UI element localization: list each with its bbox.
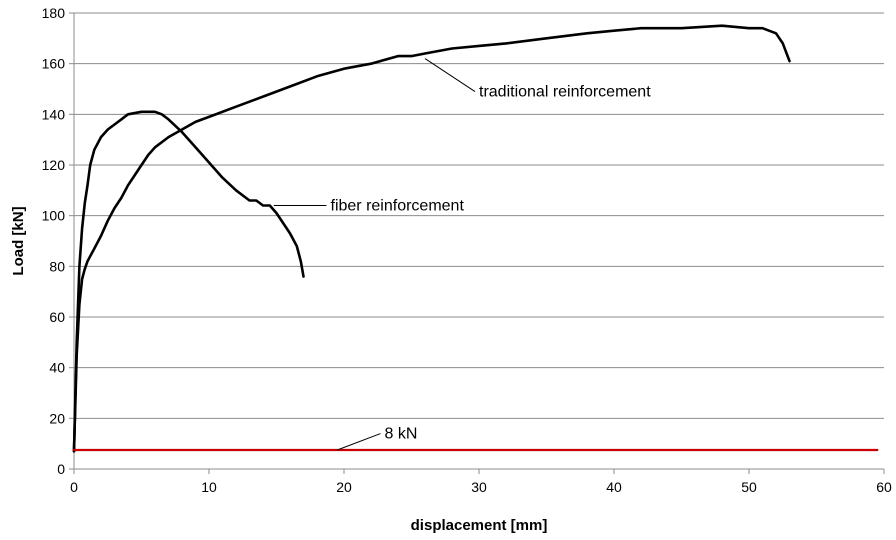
x-tick-label: 60 bbox=[876, 479, 892, 495]
y-tick-label: 120 bbox=[42, 157, 66, 173]
annotation-label-fiber-reinforcement: fiber reinforcement bbox=[331, 198, 465, 215]
x-tick-label: 40 bbox=[606, 479, 622, 495]
y-tick-label: 40 bbox=[49, 360, 65, 376]
annotation-label-8-kn: 8 kN bbox=[385, 426, 418, 443]
axes bbox=[69, 12, 885, 474]
y-tick-labels: 0 20 40 60 80 100 120 140 160 180 bbox=[42, 5, 66, 477]
annotation-leader-8-kn bbox=[337, 433, 381, 451]
y-tick-label: 20 bbox=[49, 410, 65, 426]
y-tick-label: 80 bbox=[49, 258, 65, 274]
y-tick-label: 100 bbox=[42, 208, 66, 224]
x-tick-label: 0 bbox=[70, 479, 78, 495]
series-line-traditional-reinforcement bbox=[72, 24, 791, 453]
y-tick-label: 140 bbox=[42, 106, 66, 122]
y-tick-label: 180 bbox=[42, 5, 66, 21]
y-tick-label: 160 bbox=[42, 56, 66, 72]
x-tick-label: 50 bbox=[741, 479, 757, 495]
grid-lines bbox=[74, 12, 884, 419]
y-tick-label: 0 bbox=[57, 461, 65, 477]
data-series bbox=[72, 24, 879, 453]
y-tick-label: 60 bbox=[49, 309, 65, 325]
annotation-label-traditional-reinforcement: traditional reinforcement bbox=[479, 84, 651, 101]
x-tick-label: 10 bbox=[201, 479, 217, 495]
x-tick-label: 30 bbox=[471, 479, 487, 495]
x-axis-title: displacement [mm] bbox=[411, 517, 548, 534]
annotations: traditional reinforcement fiber reinforce… bbox=[273, 58, 651, 451]
annotation-leader-traditional-reinforcement bbox=[424, 58, 476, 92]
series-line-fiber-reinforcement bbox=[72, 110, 305, 453]
y-axis-title: Load [kN] bbox=[10, 206, 27, 275]
x-tick-labels: 0 10 20 30 40 50 60 bbox=[70, 479, 892, 495]
x-tick-label: 20 bbox=[336, 479, 352, 495]
